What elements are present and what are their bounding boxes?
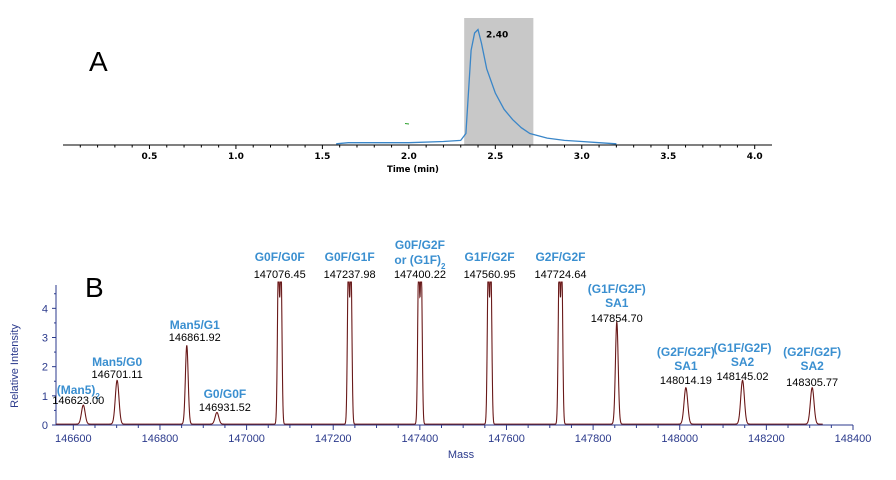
mass-value-label: 146931.52	[199, 402, 251, 414]
x-tick-label-b: 147800	[575, 433, 612, 445]
mass-value-label: 148145.02	[717, 371, 769, 383]
glycan-label: (G1F/G2F)	[588, 282, 646, 296]
glycan-label-line2: or (G1F)2	[394, 253, 446, 271]
mass-value-label: 147237.98	[324, 269, 376, 281]
x-axis-label-b: Mass	[448, 449, 475, 461]
highlight-region	[464, 18, 534, 145]
glycan-label-line2: SA2	[731, 355, 755, 369]
x-axis-label-a: Time (min)	[387, 165, 439, 175]
glycan-label: G0F/G0F	[255, 250, 305, 264]
glycan-label: G1F/G2F	[465, 250, 515, 264]
mass-spectrum-trace-overlay	[56, 281, 823, 425]
green-mark	[404, 123, 410, 125]
mass-value-label: 147724.64	[534, 269, 586, 281]
x-tick-label-a: 2.0	[401, 152, 417, 162]
mass-value-label: 147854.70	[591, 313, 643, 325]
mass-value-label: 146623.00	[52, 395, 104, 407]
glycan-label-line2: SA2	[801, 359, 825, 373]
glycan-label: G0/G0F	[204, 387, 247, 401]
x-tick-label-b: 147200	[315, 433, 352, 445]
glycan-label: Man5/G1	[170, 318, 220, 332]
y-tick-label-b: 3	[42, 333, 48, 345]
mass-value-label: 146861.92	[169, 332, 221, 344]
x-tick-label-b: 148000	[661, 433, 698, 445]
x-tick-label-b: 146600	[55, 433, 92, 445]
x-tick-label-a: 0.5	[141, 152, 157, 162]
glycan-label-line2: SA1	[605, 296, 629, 310]
mass-spectrum-panel: 146600 146800 147000 147200 147400 147600 1478…	[9, 238, 871, 461]
mass-value-label: 148305.77	[786, 377, 838, 389]
peak-label: 2.40	[486, 31, 508, 41]
y-tick-label-b: 4	[42, 303, 48, 315]
chromatogram-panel: 0.5 1.0 1.5 2.0 2.5 3.0 3.5 4.0 2.40 Time (min)…	[63, 18, 772, 175]
glycan-label-line2: SA1	[674, 359, 698, 373]
y-tick-label-b: 0	[42, 420, 48, 432]
x-tick-label-a: 3.0	[574, 152, 590, 162]
x-tick-label-b: 147600	[488, 433, 525, 445]
mass-value-label: 147076.45	[254, 269, 306, 281]
x-tick-label-b: 148200	[748, 433, 785, 445]
y-axis-label-b: Relative Intensity	[9, 324, 21, 408]
mass-value-label: 148014.19	[660, 375, 712, 387]
x-tick-label-b: 146800	[142, 433, 179, 445]
glycan-subscript: 2	[441, 262, 446, 271]
x-tick-label-a: 4.0	[747, 152, 763, 162]
x-ticks-a: 0.5 1.0 1.5 2.0 2.5 3.0 3.5 4.0	[79, 145, 763, 162]
mass-value-label: 146701.11	[92, 369, 143, 381]
x-tick-label-a: 2.5	[487, 152, 503, 162]
y-tick-label-b: 1	[42, 391, 48, 403]
glycan-label: (Man5)2	[57, 383, 101, 401]
x-ticks-b: 146600 146800 147000 147200 147400 147600 1478…	[55, 425, 871, 445]
peak-annotations: (Man5)2146623.00Man5/G0146701.11Man5/G11…	[52, 238, 841, 414]
glycan-subscript: 2	[95, 392, 100, 401]
y-tick-label-b: 2	[42, 362, 48, 374]
x-tick-label-a: 1.5	[314, 152, 330, 162]
chromatogram-trace	[336, 28, 617, 145]
x-tick-label-b: 147400	[401, 433, 438, 445]
glycan-label: G2F/G2F	[535, 250, 585, 264]
x-tick-label-b: 147000	[228, 433, 265, 445]
glycan-label: G0F/G2F	[395, 238, 445, 252]
glycan-label: (G2F/G2F)	[657, 345, 715, 359]
panel-label-a: A	[89, 46, 108, 77]
panel-label-b: B	[85, 272, 104, 303]
x-tick-label-a: 1.0	[228, 152, 244, 162]
glycan-label: G0F/G1F	[325, 250, 375, 264]
y-ticks-b: 0 1 2 3 4	[42, 293, 56, 432]
x-tick-label-b: 148400	[835, 433, 872, 445]
glycan-label: (G1F/G2F)	[714, 341, 772, 355]
x-tick-label-a: 3.5	[660, 152, 676, 162]
mass-value-label: 147560.95	[464, 269, 516, 281]
glycan-label: Man5/G0	[92, 355, 142, 369]
mass-value-label: 147400.22	[394, 269, 446, 281]
glycan-label: (G2F/G2F)	[783, 345, 841, 359]
